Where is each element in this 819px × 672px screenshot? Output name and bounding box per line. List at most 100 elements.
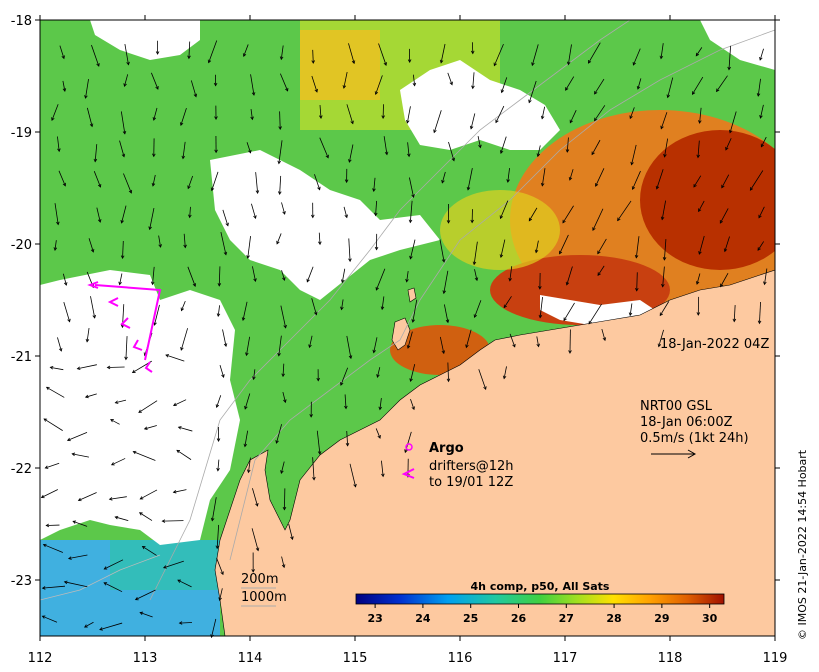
current-vector: [278, 140, 283, 164]
current-vector-head: [594, 90, 598, 95]
current-vector: [103, 582, 123, 593]
current-vector: [660, 112, 668, 129]
current-vector: [439, 336, 445, 354]
lon-tick-label: 114: [238, 651, 263, 666]
current-vector-head: [220, 571, 224, 576]
current-vector-head: [311, 60, 315, 64]
depth-200-label: 200m: [241, 572, 278, 587]
current-vector-head: [150, 281, 155, 286]
current-vector-head: [760, 143, 765, 148]
current-vector: [51, 104, 59, 121]
current-vector: [495, 105, 505, 123]
current-vector: [509, 266, 513, 281]
current-vector: [282, 391, 286, 403]
current-vector-head: [132, 450, 137, 455]
current-vector-head: [152, 153, 156, 158]
lat-tick-label: -20: [11, 238, 32, 253]
current-vector-head: [84, 394, 89, 399]
current-vector: [659, 301, 670, 316]
current-vector: [244, 430, 249, 447]
current-vector: [178, 426, 193, 432]
current-vector: [173, 489, 187, 493]
current-vector-head: [139, 611, 144, 616]
current-vector: [68, 554, 88, 559]
current-vector-head: [244, 405, 248, 410]
current-vector-head: [383, 62, 387, 66]
current-vector-head: [591, 151, 595, 156]
current-vector-head: [446, 378, 451, 383]
lat-tick-label: -21: [11, 350, 32, 365]
current-vector-head: [241, 317, 246, 322]
current-vector: [85, 393, 97, 398]
current-vector-head: [538, 314, 543, 319]
current-vector-head: [558, 250, 563, 255]
current-vector-head: [757, 247, 761, 251]
current-vector-head: [255, 547, 260, 552]
current-vector: [541, 168, 546, 186]
current-vector-head: [280, 470, 284, 474]
current-vector: [664, 138, 669, 157]
current-vector: [377, 367, 381, 378]
current-vector: [531, 44, 539, 66]
current-vector: [588, 303, 602, 325]
colorbar-title: 4h comp, p50, All Sats: [471, 580, 610, 593]
current-vector: [220, 231, 227, 255]
current-vector-head: [276, 240, 280, 245]
current-vector-head: [629, 115, 633, 120]
current-vector: [306, 266, 314, 282]
current-vector: [667, 77, 674, 98]
current-vector-head: [433, 129, 437, 134]
current-vector: [375, 268, 386, 291]
current-vector-head: [290, 536, 294, 541]
current-vector-head: [470, 219, 474, 224]
current-vector: [758, 206, 765, 218]
current-time-label: 18-Jan 06:00Z: [640, 415, 733, 430]
current-vector-head: [474, 277, 479, 282]
current-vector-head: [657, 343, 662, 348]
drifters-period-label: to 19/01 12Z: [429, 475, 513, 490]
current-vector: [217, 305, 220, 317]
lon-tick-label: 115: [343, 651, 368, 666]
current-vector: [110, 419, 120, 425]
current-vector: [54, 203, 59, 225]
current-vectors: [40, 40, 768, 639]
current-vector: [50, 366, 64, 371]
current-vector-head: [411, 194, 415, 198]
lat-tick-label: -23: [11, 574, 32, 589]
current-vector-head: [407, 59, 412, 63]
current-vector: [280, 305, 287, 328]
current-vector-head: [592, 227, 596, 231]
current-vector-head: [214, 149, 218, 154]
current-vector: [319, 105, 322, 119]
current-vector: [243, 44, 249, 57]
current-vector-head: [96, 63, 100, 67]
current-vector: [96, 207, 101, 223]
colorbar-tick-label: 28: [606, 612, 621, 625]
current-vector: [635, 236, 640, 258]
current-vector-head: [378, 406, 382, 411]
current-vector-head: [253, 215, 257, 220]
current-vector-head: [466, 186, 471, 191]
current-vector: [341, 299, 344, 310]
current-vector-head: [215, 545, 220, 550]
current-vector-head: [193, 93, 198, 98]
current-vector: [279, 73, 289, 92]
current-vector: [509, 333, 516, 348]
current-vector-head: [40, 494, 45, 499]
current-vector: [139, 512, 153, 521]
current-vector-head: [63, 580, 68, 585]
current-vector: [94, 144, 98, 162]
current-vector-head: [345, 442, 350, 447]
current-vector: [250, 109, 253, 120]
current-vector: [86, 328, 90, 342]
current-vector-head: [120, 255, 125, 260]
current-vector: [247, 235, 251, 259]
current-vector: [173, 399, 187, 406]
current-vector: [536, 336, 540, 347]
current-vector-head: [282, 211, 286, 215]
current-vector-head: [120, 219, 124, 224]
current-vector: [57, 337, 62, 352]
current-vector-head: [409, 378, 413, 383]
current-vector-head: [177, 579, 181, 583]
current-vector: [276, 424, 283, 444]
